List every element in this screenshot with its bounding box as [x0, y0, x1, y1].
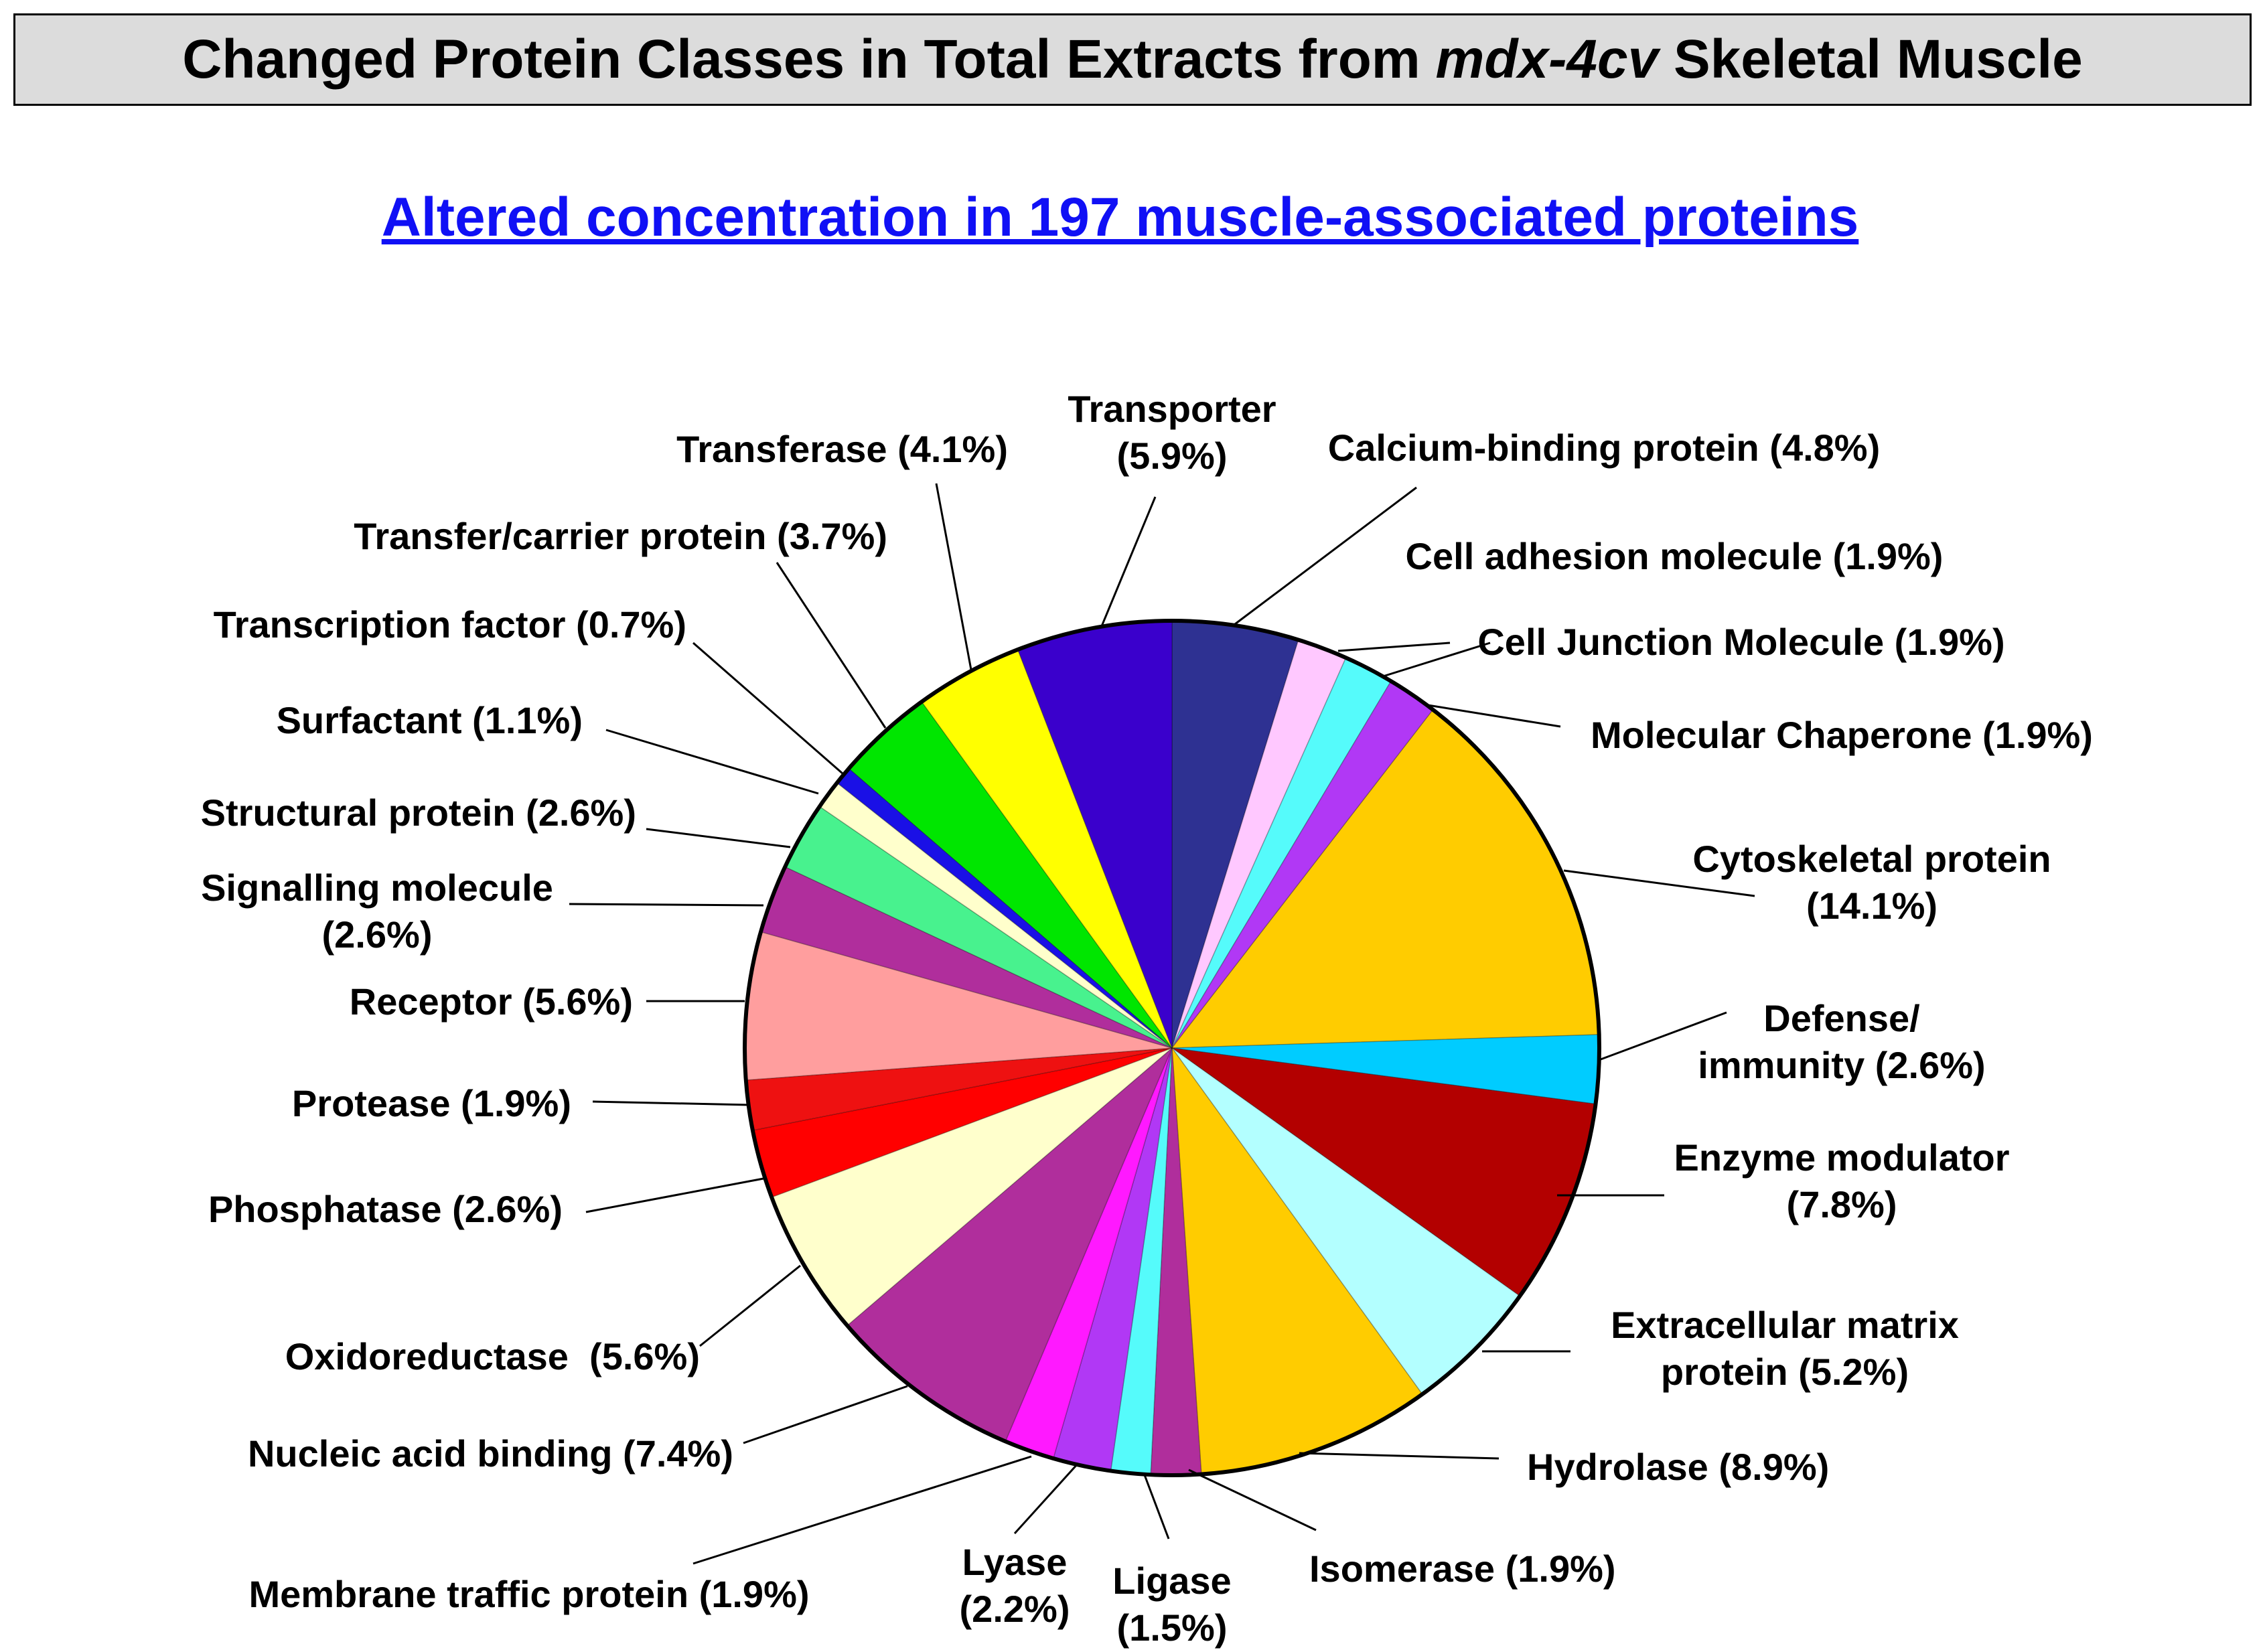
leader-line-phosphatase [585, 1177, 764, 1213]
leader-line-oxidoreductase [699, 1264, 801, 1347]
slice-label-cytoskeletal-protein: Cytoskeletal protein [1692, 838, 2051, 880]
slice-label-nucleic-acid-binding: Nucleic acid binding (7.4%) [248, 1432, 733, 1475]
slice-label-membrane-traffic-protein: Membrane traffic protein (1.9%) [248, 1573, 809, 1615]
slice-label-hydrolase: Hydrolase (8.9%) [1527, 1446, 1829, 1488]
leader-line-transfer-carrier-protein [776, 562, 887, 729]
leader-line-transporter [1100, 496, 1157, 627]
slice-label-protease: Protease (1.9%) [292, 1082, 571, 1124]
leader-line-lyase [1013, 1462, 1080, 1535]
slice-label-oxidoreductase: Oxidoreductase (5.6%) [285, 1335, 700, 1377]
slice-label-transporter: (5.9%) [1117, 435, 1228, 477]
leader-line-isomerase [1188, 1469, 1317, 1531]
slice-label-signalling-molecule: Signalling molecule [201, 867, 553, 909]
slice-label-ligase: Ligase [1112, 1560, 1231, 1602]
slice-label-transcription-factor: Transcription factor (0.7%) [214, 603, 686, 646]
leader-line-cytoskeletal-protein [1563, 869, 1755, 897]
pie-outline [743, 619, 1601, 1477]
title-text-2: Skeletal Muscle [1658, 29, 2083, 90]
slice-label-cell-junction-molecule: Cell Junction Molecule (1.9%) [1477, 621, 2004, 663]
title-text-1: Changed Protein Classes in Total Extract… [182, 29, 1436, 90]
slice-label-lyase: Lyase [962, 1541, 1068, 1583]
slice-label-cell-adhesion-molecule: Cell adhesion molecule (1.9%) [1406, 535, 1944, 577]
leader-line-signalling-molecule [569, 903, 764, 907]
slice-label-molecular-chaperone: Molecular Chaperone (1.9%) [1591, 714, 2093, 756]
leader-line-surfactant [605, 729, 819, 795]
page-title: Changed Protein Classes in Total Extract… [182, 28, 2083, 91]
slice-label-lyase: (2.2%) [960, 1588, 1070, 1630]
slice-label-cytoskeletal-protein: (14.1%) [1806, 885, 1937, 927]
slice-label-transporter: Transporter [1068, 388, 1276, 430]
leader-line-hydrolase [1299, 1452, 1500, 1460]
leader-line-calcium-binding-protein [1232, 486, 1417, 627]
leader-line-transcription-factor [692, 642, 843, 775]
leader-line-membrane-traffic-protein [692, 1455, 1032, 1565]
slice-label-calcium-binding-protein: Calcium-binding protein (4.8%) [1328, 427, 1880, 469]
title-italic: mdx-4cv [1435, 29, 1659, 90]
slice-label-surfactant: Surfactant (1.1%) [277, 699, 583, 741]
leader-line-nucleic-acid-binding [743, 1385, 908, 1444]
slice-label-transfer-carrier-protein: Transfer/carrier protein (3.7%) [354, 515, 887, 557]
slice-label-structural-protein: Structural protein (2.6%) [201, 792, 636, 834]
leader-line-ligase [1143, 1473, 1170, 1540]
leader-line-protease [592, 1100, 749, 1106]
leader-line-cell-junction-molecule [1382, 642, 1491, 678]
slice-label-defense-immunity: immunity (2.6%) [1698, 1044, 1985, 1086]
slice-label-signalling-molecule: (2.6%) [322, 913, 433, 956]
slice-label-isomerase: Isomerase (1.9%) [1309, 1548, 1616, 1590]
slice-label-extracellular-matrix-protein: Extracellular matrix [1611, 1304, 1959, 1346]
slice-label-phosphatase: Phosphatase (2.6%) [208, 1188, 563, 1230]
slice-label-ligase: (1.5%) [1117, 1606, 1228, 1649]
leader-line-defense-immunity [1600, 1011, 1727, 1061]
slice-label-enzyme-modulator: Enzyme modulator [1674, 1136, 2010, 1179]
slice-label-enzyme-modulator: (7.8%) [1787, 1183, 1897, 1225]
title-box: Changed Protein Classes in Total Extract… [13, 13, 2252, 106]
chart-title[interactable]: Altered concentration in 197 muscle-asso… [381, 187, 1859, 248]
slice-label-receptor: Receptor (5.6%) [350, 980, 633, 1023]
leader-line-transferase [935, 483, 972, 670]
slice-label-defense-immunity: Defense/ [1763, 997, 1920, 1039]
slice-label-extracellular-matrix-protein: protein (5.2%) [1661, 1351, 1909, 1393]
leader-line-cell-adhesion-molecule [1337, 642, 1451, 652]
slice-label-transferase: Transferase (4.1%) [676, 428, 1008, 470]
leader-line-molecular-chaperone [1427, 704, 1561, 728]
leader-line-structural-protein [646, 828, 791, 848]
